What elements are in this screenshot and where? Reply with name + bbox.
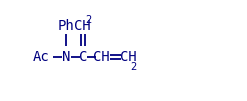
Text: 2: 2 [85, 15, 91, 25]
Text: 2: 2 [131, 62, 137, 72]
Text: CH: CH [93, 50, 110, 64]
Text: Ph: Ph [58, 19, 75, 33]
Text: N: N [62, 50, 70, 64]
Text: Ac: Ac [33, 50, 50, 64]
Text: CH: CH [74, 19, 91, 33]
Text: CH: CH [120, 50, 136, 64]
Text: C: C [79, 50, 88, 64]
